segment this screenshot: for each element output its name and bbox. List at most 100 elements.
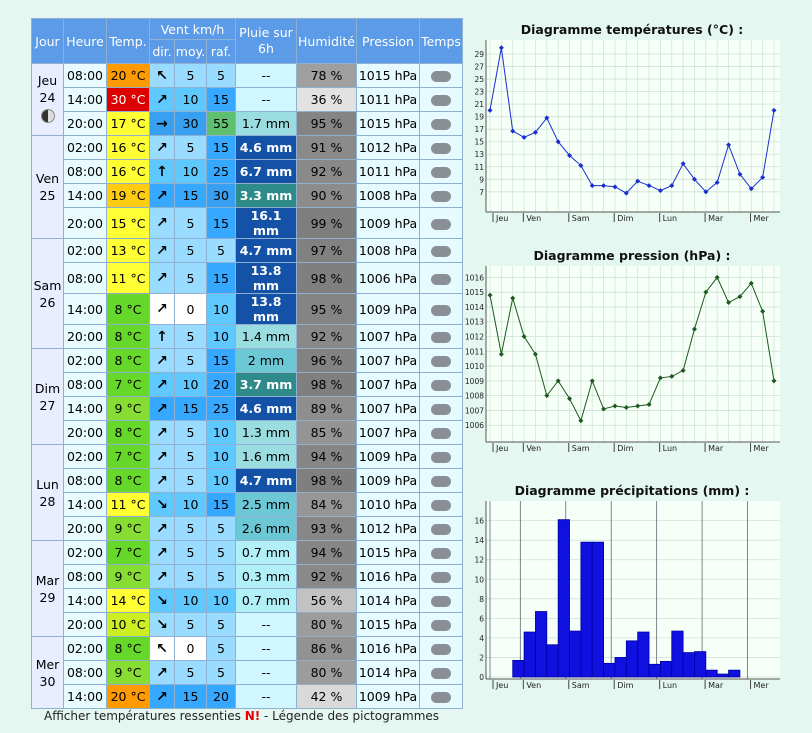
wind-average: 5 — [174, 238, 207, 263]
rain: 3.3 mm — [235, 183, 297, 208]
wind-average: 5 — [174, 135, 207, 160]
day-name: Mer — [35, 656, 60, 672]
temperature: 8 °C — [106, 636, 150, 661]
pressure: 1007 hPa — [356, 324, 420, 349]
pressure: 1015 hPa — [356, 612, 420, 637]
humidity: 78 % — [296, 63, 357, 88]
pressure: 1011 hPa — [356, 87, 420, 112]
wind-gust: 15 — [206, 492, 236, 517]
humidity: 85 % — [296, 420, 357, 445]
weather-icon — [431, 422, 451, 439]
weather-icon — [431, 113, 451, 130]
wind-average: 10 — [174, 87, 207, 112]
subheader: moy. — [174, 39, 207, 64]
humidity: 98 % — [296, 372, 357, 397]
temperature: 11 °C — [106, 492, 150, 517]
humidity: 42 % — [296, 684, 357, 709]
temperature: 10 °C — [106, 612, 150, 637]
day-cell: Ven 25 — [31, 135, 64, 239]
x-tick-label: Mer — [754, 444, 770, 453]
temperature: 20 °C — [106, 684, 150, 709]
rain: 4.6 mm — [235, 396, 297, 421]
flag: N! — [244, 709, 261, 723]
x-tick-label: Sam — [572, 681, 590, 690]
header: Pression — [356, 18, 420, 64]
point — [680, 368, 686, 374]
wind-gust: 10 — [206, 324, 236, 349]
point — [612, 184, 618, 190]
pressure: 1015 hPa — [356, 540, 420, 565]
wind-gust: 5 — [206, 63, 236, 88]
wind-direction: ↖ — [149, 636, 175, 661]
y-tick-label: 23 — [474, 88, 484, 97]
humidity: 98 % — [296, 468, 357, 493]
temperature: 9 °C — [106, 396, 150, 421]
wind-gust: 5 — [206, 238, 236, 263]
temperature: 30 °C — [106, 87, 150, 112]
point — [680, 161, 686, 167]
humidity: 86 % — [296, 636, 357, 661]
bar — [682, 652, 695, 678]
header: Heure — [63, 18, 107, 64]
temperature: 19 °C — [106, 183, 150, 208]
pressure: 1007 hPa — [356, 420, 420, 445]
rain: 2.5 mm — [235, 492, 297, 517]
rain: -- — [235, 612, 297, 637]
weather-cell — [419, 444, 463, 469]
wind-average: 5 — [174, 612, 207, 637]
x-tick-label: Lun — [663, 681, 677, 690]
time: 14:00 — [63, 183, 107, 208]
y-tick-label: 25 — [474, 75, 484, 84]
x-tick-label: Lun — [663, 214, 677, 223]
humidity: 97 % — [296, 238, 357, 263]
y-tick-label: 15 — [474, 138, 484, 147]
time: 08:00 — [63, 468, 107, 493]
point — [589, 183, 595, 189]
wind-average: 5 — [174, 516, 207, 541]
rain: 3.7 mm — [235, 372, 297, 397]
wind-average: 10 — [174, 159, 207, 184]
header: Jour — [31, 18, 64, 64]
weather-cell — [419, 262, 463, 294]
x-tick-label: Mer — [754, 214, 770, 223]
y-tick-label: 1014 — [465, 303, 484, 312]
pressure: 1008 hPa — [356, 183, 420, 208]
x-tick-label: Lun — [663, 444, 677, 453]
y-tick-label: 1012 — [465, 333, 484, 342]
rain: 0.7 mm — [235, 540, 297, 565]
x-tick-label: Mer — [754, 681, 770, 690]
point — [510, 295, 516, 301]
x-tick-label: Jeu — [495, 681, 508, 690]
time: 02:00 — [63, 238, 107, 263]
x-tick-label: Ven — [526, 214, 541, 223]
line — [489, 276, 775, 423]
weather-cell — [419, 612, 463, 637]
weather-cell — [419, 372, 463, 397]
humidity: 92 % — [296, 324, 357, 349]
y-tick-label: 8 — [479, 595, 484, 604]
time: 14:00 — [63, 684, 107, 709]
link[interactable]: Afficher températures ressenties — [44, 709, 241, 723]
weather-icon — [431, 185, 451, 202]
bar — [625, 640, 639, 678]
time: 02:00 — [63, 348, 107, 373]
moon-icon — [40, 109, 55, 123]
pressure: 1009 hPa — [356, 293, 420, 325]
point — [635, 403, 641, 409]
weather-icon — [431, 662, 451, 679]
humidity: 92 % — [296, 564, 357, 589]
wind-gust: 10 — [206, 468, 236, 493]
point — [578, 163, 584, 169]
weather-cell — [419, 420, 463, 445]
bar — [637, 631, 650, 678]
point — [691, 176, 697, 182]
wind-direction: ↗ — [149, 262, 175, 294]
point — [737, 294, 743, 300]
time: 08:00 — [63, 262, 107, 294]
link[interactable]: - Légende des pictogrammes — [260, 709, 440, 723]
bar — [591, 541, 604, 678]
temperature: 8 °C — [106, 293, 150, 325]
y-tick-label: 1009 — [465, 377, 484, 386]
rain: 2.6 mm — [235, 516, 297, 541]
temperature: 11 °C — [106, 262, 150, 294]
